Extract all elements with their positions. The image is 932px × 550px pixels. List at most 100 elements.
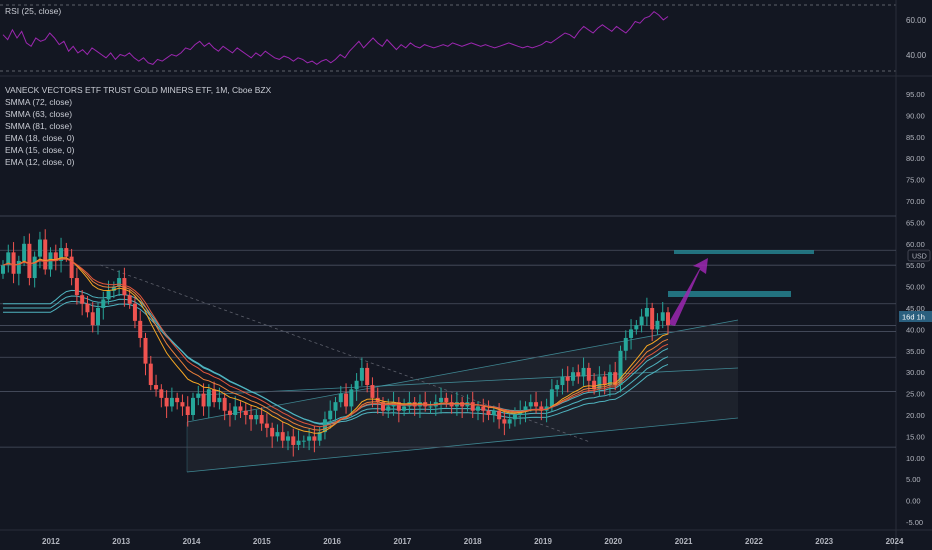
candle-body	[291, 436, 296, 445]
candle-body	[502, 419, 507, 424]
candle-body	[491, 410, 496, 415]
price-tick: 40.00	[906, 325, 925, 334]
time-axis[interactable]: 2012 2013 2014 2015 2016 2017 2018 2019 2020 2021…	[42, 537, 904, 546]
candle-body	[507, 419, 512, 424]
price-tick: 90.00	[906, 111, 925, 120]
year-tick: 2024	[886, 537, 904, 546]
candle-body	[602, 376, 607, 386]
year-tick: 2014	[183, 537, 201, 546]
indicator-ema-18[interactable]: EMA (18, close, 0)	[5, 133, 75, 143]
candle-body	[185, 406, 190, 415]
candle-body	[280, 432, 285, 441]
candle-body	[249, 415, 254, 420]
currency-text: USD	[912, 254, 927, 261]
candle-body	[539, 406, 544, 411]
price-axis[interactable]: 95.00 90.00 85.00 80.00 75.00 70.00 65.00 60.00…	[906, 90, 925, 527]
price-tick: 50.00	[906, 283, 925, 292]
candle-body	[27, 243, 32, 279]
candle-body	[586, 367, 591, 381]
candle-body	[359, 367, 364, 381]
rsi-axis: 60.00 40.00	[906, 16, 927, 60]
year-tick: 2019	[534, 537, 552, 546]
candle-body	[106, 290, 111, 300]
year-tick: 2023	[815, 537, 833, 546]
rsi-title: RSI (25, close)	[5, 6, 62, 16]
horizontal-levels	[0, 215, 896, 448]
price-tick: 15.00	[906, 432, 925, 441]
candle-body	[655, 320, 660, 330]
candle-body	[618, 350, 623, 386]
indicator-smma-63[interactable]: SMMA (63, close)	[5, 109, 73, 119]
candle-body	[476, 406, 480, 411]
target-zones	[668, 250, 814, 326]
candle-body	[169, 397, 174, 407]
rsi-tick-40: 40.00	[906, 51, 927, 60]
indicator-ema-15[interactable]: EMA (15, close, 0)	[5, 145, 75, 155]
candle-body	[497, 410, 502, 420]
indicator-ema-12[interactable]: EMA (12, close, 0)	[5, 157, 75, 167]
candle-body	[11, 252, 16, 274]
candle-body	[512, 415, 517, 420]
candle-body	[597, 376, 602, 390]
indicator-smma-72[interactable]: SMMA (72, close)	[5, 97, 73, 107]
candle-body	[59, 248, 64, 261]
candle-body	[666, 312, 670, 326]
year-tick: 2016	[323, 537, 341, 546]
candle-body	[634, 325, 639, 330]
price-tick: 70.00	[906, 197, 925, 206]
ema-15-line	[2, 257, 669, 431]
candle-body	[328, 410, 333, 420]
candle-body	[370, 385, 375, 398]
candle-body	[37, 239, 42, 257]
candle-body	[148, 363, 153, 386]
ema-lines	[2, 257, 669, 434]
candle-body	[607, 372, 612, 386]
year-tick: 2022	[745, 537, 763, 546]
candle-body	[180, 402, 185, 407]
candle-body	[101, 299, 106, 308]
candle-body	[344, 393, 349, 407]
candle-body	[270, 427, 275, 437]
candle-body	[560, 376, 565, 386]
candle-body	[127, 295, 132, 304]
candle-body	[143, 337, 148, 364]
candle-body	[233, 406, 238, 415]
projection-arrow	[668, 258, 708, 326]
candle-body	[396, 402, 401, 411]
candle-body	[64, 248, 69, 257]
candle-body	[154, 385, 159, 390]
candle-body	[623, 337, 628, 351]
candle-body	[43, 239, 48, 270]
candle-body	[22, 243, 27, 261]
indicator-smma-81[interactable]: SMMA (81, close)	[5, 121, 73, 131]
candle-body	[365, 367, 370, 386]
price-tick: 25.00	[906, 390, 925, 399]
price-channel	[99, 264, 739, 473]
candle-body	[296, 440, 301, 445]
candle-body	[132, 303, 137, 321]
price-tick: 45.00	[906, 304, 925, 313]
candle-body	[312, 436, 317, 441]
price-tick: 20.00	[906, 411, 925, 420]
candle-body	[80, 295, 85, 304]
price-tag-text: 16d 1h	[902, 313, 925, 322]
candle-body	[381, 402, 385, 411]
candle-body	[544, 406, 549, 411]
candle-body	[227, 410, 232, 415]
candle-body	[243, 410, 248, 415]
candle-body	[428, 406, 433, 408]
candle-body	[354, 380, 359, 390]
price-tick: 10.00	[906, 454, 925, 463]
candle-body	[650, 308, 655, 330]
candle-body	[96, 308, 100, 326]
candle-body	[523, 406, 528, 411]
candle-body	[212, 389, 217, 403]
ema-18-line	[2, 258, 669, 428]
candle-body	[402, 406, 407, 411]
candle-body	[565, 376, 570, 381]
candle-body	[660, 312, 665, 321]
price-tick: 75.00	[906, 176, 925, 185]
price-tick: 85.00	[906, 133, 925, 142]
candle-body	[576, 372, 581, 377]
